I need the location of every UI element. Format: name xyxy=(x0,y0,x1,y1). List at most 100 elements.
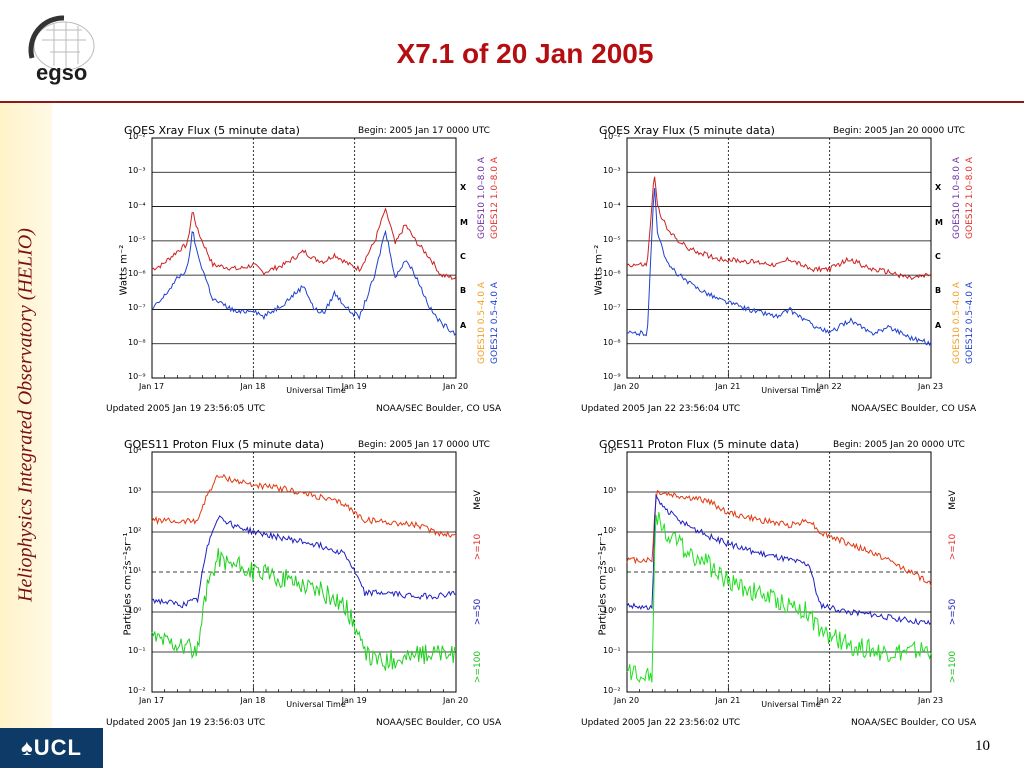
series-line xyxy=(151,515,457,609)
xray-chart-jan17: GOES Xray Flux (5 minute data) Begin: 200… xyxy=(106,120,516,418)
page-number: 10 xyxy=(975,738,990,754)
flare-class-label: A xyxy=(935,320,942,330)
y-tick-label: 10⁻⁹ xyxy=(603,372,621,381)
y-tick-label: 10⁰ xyxy=(128,606,142,615)
chart-svg xyxy=(151,451,457,693)
y-tick-label: 10⁻¹ xyxy=(603,646,621,655)
flare-class-label: C xyxy=(935,252,941,261)
y-tick-label: 10⁻² xyxy=(603,132,621,141)
x-tick-label: Jan 22 xyxy=(816,696,842,705)
logo-text: egso xyxy=(36,60,88,85)
y-tick-label: 10¹ xyxy=(128,566,142,575)
x-tick-label: Jan 19 xyxy=(341,382,367,391)
y-tick-label: 10⁻³ xyxy=(128,166,146,176)
series-legend-label: GOES12 0.5–4.0 A xyxy=(490,282,500,364)
y-tick-label: 10² xyxy=(128,526,142,535)
series-legend-label: >=10 xyxy=(473,533,483,561)
x-tick-label: Jan 21 xyxy=(715,696,741,705)
series-legend-label: GOES12 1.0–8.0 A xyxy=(965,157,975,239)
series-line xyxy=(151,473,457,538)
ucl-logo: ♠UCL xyxy=(0,728,103,768)
y-tick-label: 10⁴ xyxy=(603,446,617,455)
data-source: NOAA/SEC Boulder, CO USA xyxy=(376,404,502,414)
flare-class-label: B xyxy=(935,286,942,296)
xray-chart-jan20: GOES Xray Flux (5 minute data) Begin: 200… xyxy=(581,120,991,418)
y-tick-label: 10⁻⁵ xyxy=(603,234,621,244)
plot-frame xyxy=(151,137,457,379)
data-source: NOAA/SEC Boulder, CO USA xyxy=(851,404,977,414)
y-tick-label: 10⁻⁸ xyxy=(128,337,146,347)
updated-time: Updated 2005 Jan 22 23:56:04 UTC xyxy=(581,404,741,414)
series-line xyxy=(626,490,932,587)
flare-class-label: M xyxy=(460,217,468,227)
proton-chart-jan17: GOES11 Proton Flux (5 minute data) Begin:… xyxy=(106,434,516,732)
x-axis-label: Universal Time xyxy=(761,700,821,709)
chart-svg xyxy=(151,137,457,379)
x-tick-label: Jan 21 xyxy=(715,382,741,391)
divider xyxy=(0,101,1024,103)
proton-chart-jan20: GOES11 Proton Flux (5 minute data) Begin:… xyxy=(581,434,991,732)
x-tick-label: Jan 20 xyxy=(614,696,640,705)
y-tick-label: 10⁻⁴ xyxy=(603,200,621,210)
sidebar-text: Heliophysics Integrated Observatory (HEL… xyxy=(14,228,37,602)
series-line xyxy=(626,176,932,280)
x-tick-label: Jan 23 xyxy=(918,382,944,391)
chart-title: GOES Xray Flux (5 minute data) xyxy=(599,124,775,137)
updated-time: Updated 2005 Jan 22 23:56:02 UTC xyxy=(581,718,741,728)
y-tick-label: 10⁻⁸ xyxy=(603,337,621,347)
series-line xyxy=(626,511,932,683)
flare-class-label: X xyxy=(935,183,942,193)
y-tick-label: 10⁻² xyxy=(603,686,621,695)
y-tick-label: 10² xyxy=(603,526,617,535)
series-line xyxy=(151,207,457,280)
chart-begin-time: Begin: 2005 Jan 17 0000 UTC xyxy=(358,440,490,450)
x-tick-label: Jan 19 xyxy=(341,696,367,705)
series-legend-label: GOES10 0.5–4.0 A xyxy=(477,282,487,364)
series-line xyxy=(151,229,457,336)
chart-svg xyxy=(626,451,932,693)
y-axis-label: Particles cm⁻²s⁻¹sr⁻¹ xyxy=(122,532,134,636)
chart-title: GOES11 Proton Flux (5 minute data) xyxy=(124,438,325,451)
chart-title: GOES Xray Flux (5 minute data) xyxy=(124,124,300,137)
series-legend-label: MeV xyxy=(948,490,958,510)
series-legend-label: >=100 xyxy=(473,650,483,684)
series-legend-label: GOES12 1.0–8.0 A xyxy=(490,157,500,239)
y-axis-label: Particles cm⁻²s⁻¹sr⁻¹ xyxy=(597,532,609,636)
chart-begin-time: Begin: 2005 Jan 20 0000 UTC xyxy=(833,440,965,450)
sidebar xyxy=(0,103,52,728)
y-tick-label: 10⁻⁶ xyxy=(603,269,621,279)
data-source: NOAA/SEC Boulder, CO USA xyxy=(376,718,502,728)
y-tick-label: 10⁻⁵ xyxy=(128,234,146,244)
y-tick-label: 10⁻³ xyxy=(603,166,621,176)
series-line xyxy=(626,493,932,626)
chart-begin-time: Begin: 2005 Jan 17 0000 UTC xyxy=(358,126,490,136)
x-tick-label: Jan 17 xyxy=(139,382,165,391)
plot-frame xyxy=(626,137,932,379)
x-axis-label: Universal Time xyxy=(761,386,821,395)
y-tick-label: 10⁴ xyxy=(128,446,142,455)
chart-svg xyxy=(626,137,932,379)
series-legend-label: >=50 xyxy=(473,598,483,626)
x-tick-label: Jan 23 xyxy=(918,696,944,705)
y-tick-label: 10⁻² xyxy=(128,132,146,141)
x-tick-label: Jan 22 xyxy=(816,382,842,391)
series-legend-label: MeV xyxy=(473,490,483,510)
series-line xyxy=(626,187,932,347)
chart-begin-time: Begin: 2005 Jan 20 0000 UTC xyxy=(833,126,965,136)
y-tick-label: 10⁻⁴ xyxy=(128,200,146,210)
x-tick-label: Jan 20 xyxy=(614,382,640,391)
series-legend-label: GOES10 0.5–4.0 A xyxy=(952,282,962,364)
updated-time: Updated 2005 Jan 19 23:56:03 UTC xyxy=(106,718,266,728)
y-tick-label: 10⁻¹ xyxy=(128,646,146,655)
y-tick-label: 10⁻² xyxy=(128,686,146,695)
egso-logo xyxy=(22,10,102,95)
flare-class-label: B xyxy=(460,286,467,296)
y-tick-label: 10⁰ xyxy=(603,606,617,615)
y-tick-label: 10¹ xyxy=(603,566,617,575)
flare-class-label: C xyxy=(460,252,466,261)
updated-time: Updated 2005 Jan 19 23:56:05 UTC xyxy=(106,404,266,414)
y-tick-label: 10⁻⁷ xyxy=(603,303,621,313)
y-tick-label: 10⁻⁹ xyxy=(128,372,146,381)
series-legend-label: >=50 xyxy=(948,598,958,626)
y-tick-label: 10⁻⁷ xyxy=(128,303,146,313)
